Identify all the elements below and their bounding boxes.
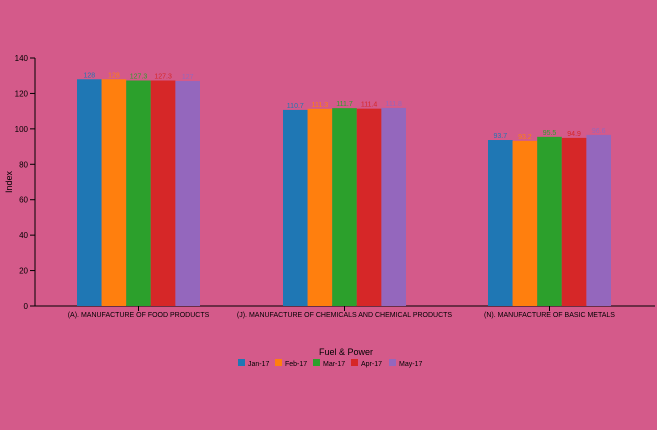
- bar: [537, 136, 562, 306]
- bar-value-label: 111.4: [361, 102, 378, 109]
- y-tick-label: 60: [19, 196, 28, 205]
- bar: [561, 137, 587, 306]
- bar-value-label: 93.2: [518, 134, 532, 141]
- y-tick-label: 0: [24, 302, 29, 311]
- bar: [77, 79, 102, 306]
- bar-value-label: 128: [83, 72, 95, 79]
- y-tick-label: 20: [19, 267, 28, 276]
- y-tick-label: 140: [15, 54, 29, 63]
- bar-value-label: 128: [108, 72, 120, 79]
- bar: [488, 140, 513, 306]
- legend-swatch: [238, 359, 245, 366]
- bar: [126, 80, 151, 306]
- legend-entry: May-17: [399, 361, 422, 368]
- legend-entry: Jan-17: [248, 361, 270, 368]
- y-tick-label: 40: [19, 231, 28, 240]
- x-tick-label: (J). MANUFACTURE OF CHEMICALS AND CHEMIC…: [237, 312, 453, 319]
- legend-swatch: [313, 359, 320, 366]
- legend-swatch: [351, 359, 358, 366]
- bar-value-label: 111.8: [385, 101, 402, 108]
- bar: [307, 108, 333, 306]
- x-tick-label: (A). MANUFACTURE OF FOOD PRODUCTS: [68, 312, 210, 319]
- x-tick-label: (N). MANUFACTURE OF BASIC METALS: [484, 312, 615, 319]
- bar: [512, 140, 538, 306]
- y-tick-label: 120: [15, 89, 29, 98]
- bar-value-label: 111.7: [336, 101, 353, 108]
- bar-value-label: 110.7: [287, 103, 304, 110]
- legend-entry: Mar-17: [323, 361, 345, 368]
- bar: [175, 81, 200, 307]
- bar-value-label: 93.7: [493, 133, 507, 140]
- bar: [586, 134, 611, 306]
- bar-value-label: 96.6: [592, 128, 606, 135]
- bar: [381, 107, 406, 306]
- legend-swatch: [275, 359, 282, 366]
- bar-value-label: 127: [182, 74, 194, 81]
- bar-value-label: 94.9: [567, 131, 581, 138]
- bar: [150, 80, 176, 306]
- bar-value-label: 95.5: [543, 130, 557, 137]
- bar-value-label: 127.3: [154, 73, 172, 80]
- y-tick-label: 80: [19, 160, 28, 169]
- y-tick-label: 100: [15, 125, 29, 134]
- bar-value-label: 111.3: [312, 102, 329, 109]
- legend-title: Fuel & Power: [319, 347, 373, 357]
- bar: [332, 108, 357, 306]
- bar: [283, 109, 308, 306]
- bar: [356, 108, 382, 306]
- y-axis-label: Index: [4, 170, 14, 193]
- bar-value-label: 127.3: [130, 73, 148, 80]
- legend-swatch: [389, 359, 396, 366]
- legend-entry: Apr-17: [361, 361, 382, 368]
- bar: [101, 79, 127, 306]
- legend-entry: Feb-17: [285, 361, 307, 368]
